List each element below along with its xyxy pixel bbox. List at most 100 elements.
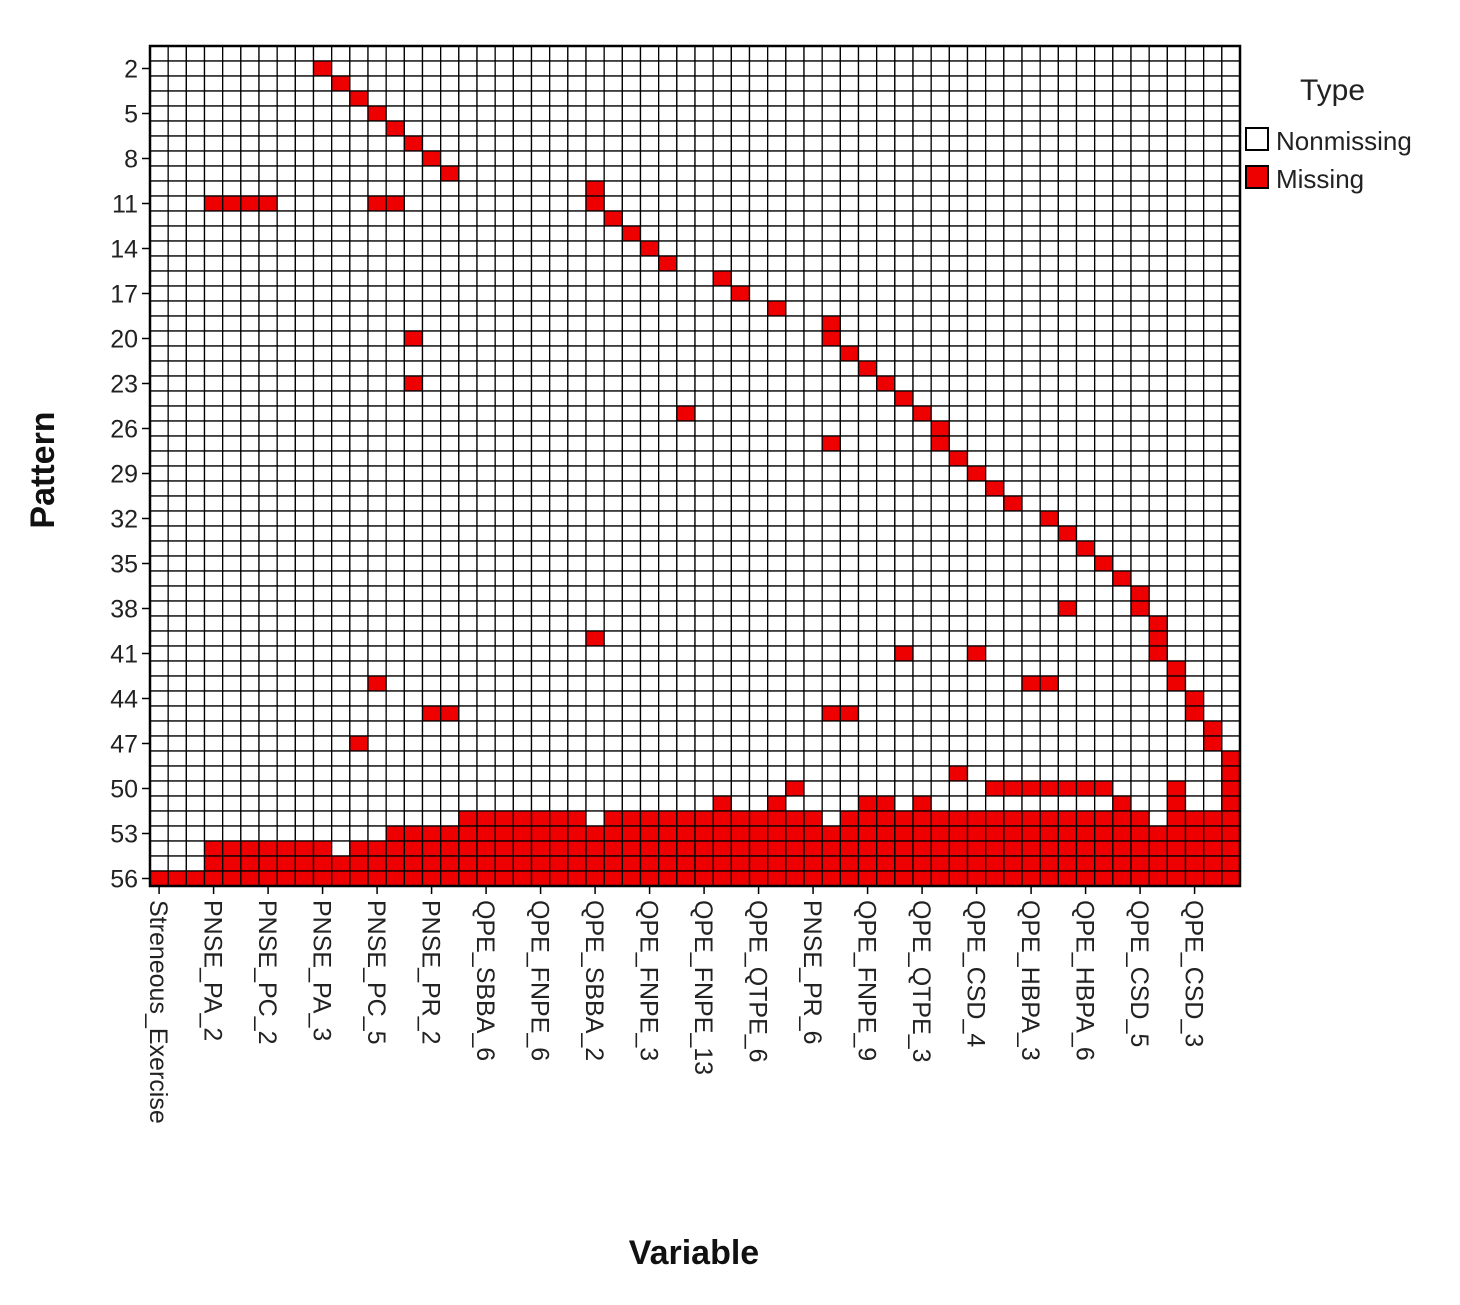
nonmissing-cell xyxy=(966,210,987,227)
nonmissing-cell xyxy=(894,195,914,212)
nonmissing-cell xyxy=(167,810,187,827)
nonmissing-cell xyxy=(839,270,860,287)
nonmissing-cell xyxy=(331,435,351,452)
missing-cell xyxy=(1184,810,1205,827)
nonmissing-cell xyxy=(658,615,678,632)
nonmissing-cell xyxy=(1003,135,1023,152)
nonmissing-cell xyxy=(331,690,351,707)
nonmissing-cell xyxy=(512,45,533,62)
nonmissing-cell xyxy=(458,135,478,152)
nonmissing-cell xyxy=(1166,570,1187,587)
nonmissing-cell xyxy=(276,225,296,242)
nonmissing-cell xyxy=(458,420,478,437)
nonmissing-cell xyxy=(421,675,442,692)
nonmissing-cell xyxy=(367,375,387,392)
nonmissing-cell xyxy=(1075,555,1096,572)
nonmissing-cell xyxy=(149,360,169,377)
nonmissing-cell xyxy=(240,375,260,392)
nonmissing-cell xyxy=(1075,225,1096,242)
nonmissing-cell xyxy=(167,750,187,767)
nonmissing-cell xyxy=(403,735,424,752)
nonmissing-cell xyxy=(331,405,351,422)
nonmissing-cell xyxy=(730,465,751,482)
missing-cell xyxy=(985,480,1005,497)
nonmissing-cell xyxy=(603,600,623,617)
missing-cell xyxy=(621,825,642,842)
nonmissing-cell xyxy=(876,75,896,92)
nonmissing-cell xyxy=(458,750,478,767)
nonmissing-cell xyxy=(185,75,206,92)
nonmissing-cell xyxy=(222,600,242,617)
nonmissing-cell xyxy=(294,690,315,707)
nonmissing-cell xyxy=(149,75,169,92)
nonmissing-cell xyxy=(494,540,514,557)
nonmissing-cell xyxy=(876,405,896,422)
missing-cell xyxy=(585,195,605,212)
nonmissing-cell xyxy=(549,60,569,77)
nonmissing-cell xyxy=(367,165,387,182)
nonmissing-cell xyxy=(294,645,315,662)
nonmissing-cell xyxy=(1166,435,1187,452)
nonmissing-cell xyxy=(894,705,914,722)
nonmissing-cell xyxy=(458,690,478,707)
nonmissing-cell xyxy=(240,765,260,782)
nonmissing-cell xyxy=(167,360,187,377)
nonmissing-cell xyxy=(621,165,642,182)
missing-cell xyxy=(803,810,823,827)
nonmissing-cell xyxy=(839,300,860,317)
nonmissing-cell xyxy=(1221,60,1241,77)
nonmissing-cell xyxy=(1021,210,1041,227)
nonmissing-cell xyxy=(476,120,496,137)
nonmissing-cell xyxy=(712,225,732,242)
nonmissing-cell xyxy=(1039,540,1059,557)
nonmissing-cell xyxy=(857,765,878,782)
missing-cell xyxy=(785,870,805,887)
nonmissing-cell xyxy=(1075,660,1096,677)
nonmissing-cell xyxy=(203,375,224,392)
nonmissing-cell xyxy=(1130,780,1150,797)
nonmissing-cell xyxy=(476,360,496,377)
nonmissing-cell xyxy=(222,450,242,467)
nonmissing-cell xyxy=(512,540,533,557)
nonmissing-cell xyxy=(258,495,278,512)
nonmissing-cell xyxy=(1221,90,1241,107)
nonmissing-cell xyxy=(658,240,678,257)
nonmissing-cell xyxy=(1094,180,1114,197)
nonmissing-cell xyxy=(639,300,660,317)
nonmissing-cell xyxy=(421,420,442,437)
nonmissing-cell xyxy=(930,720,950,737)
nonmissing-cell xyxy=(203,165,224,182)
nonmissing-cell xyxy=(530,420,551,437)
nonmissing-cell xyxy=(403,150,424,167)
missing-cell xyxy=(1003,495,1023,512)
missing-cell xyxy=(203,840,224,857)
nonmissing-cell xyxy=(748,315,769,332)
nonmissing-cell xyxy=(1075,675,1096,692)
missing-cell xyxy=(421,705,442,722)
nonmissing-cell xyxy=(1075,645,1096,662)
nonmissing-cell xyxy=(294,420,315,437)
nonmissing-cell xyxy=(167,405,187,422)
nonmissing-cell xyxy=(149,795,169,812)
nonmissing-cell xyxy=(1130,495,1150,512)
nonmissing-cell xyxy=(331,285,351,302)
nonmissing-cell xyxy=(258,630,278,647)
nonmissing-cell xyxy=(276,795,296,812)
nonmissing-cell xyxy=(1221,105,1241,122)
nonmissing-cell xyxy=(1057,195,1078,212)
nonmissing-cell xyxy=(1021,465,1041,482)
legend: Type Nonmissing Missing xyxy=(1245,74,1412,194)
nonmissing-cell xyxy=(639,585,660,602)
nonmissing-cell xyxy=(985,285,1005,302)
nonmissing-cell xyxy=(276,615,296,632)
nonmissing-cell xyxy=(167,150,187,167)
nonmissing-cell xyxy=(203,345,224,362)
nonmissing-cell xyxy=(912,75,932,92)
nonmissing-cell xyxy=(312,600,333,617)
nonmissing-cell xyxy=(440,150,460,167)
nonmissing-cell xyxy=(1075,390,1096,407)
nonmissing-cell xyxy=(603,135,623,152)
nonmissing-cell xyxy=(857,690,878,707)
nonmissing-cell xyxy=(694,375,714,392)
